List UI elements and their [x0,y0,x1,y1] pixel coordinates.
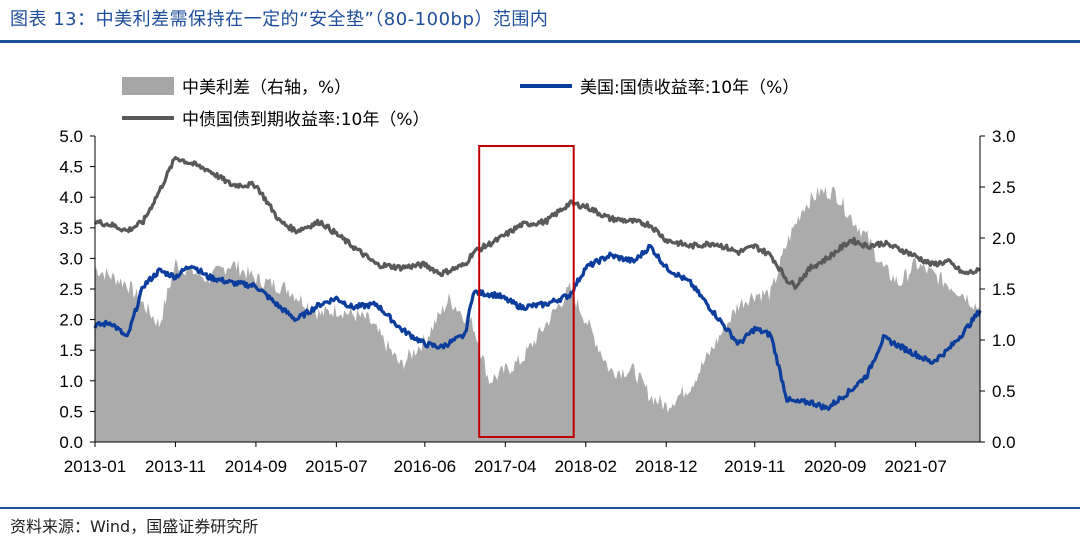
legend-item-cn-label: 中债国债到期收益率:10年（%） [182,110,430,130]
y-right-tick-label: 2.0 [992,229,1016,248]
y-right-tick-label: 3.0 [992,127,1016,146]
lines-group [93,156,982,411]
x-tick-label: 2018-02 [555,457,617,476]
y-right-tick-label: 0.0 [992,433,1016,452]
y-left-tick-label: 1.0 [59,372,83,391]
x-tick-label: 2016-06 [394,457,456,476]
highlight-box [478,145,575,438]
y-left-tick-label: 4.5 [59,158,83,177]
chart-title: 图表 13：中美利差需保持在一定的“安全垫”（80-100bp）范围内 [10,9,549,30]
x-tick-label: 2018-12 [635,457,697,476]
legend-item-spread-swatch [122,77,174,95]
x-tick-label: 2020-09 [804,457,866,476]
spread-area-group [95,186,980,442]
x-tick-label: 2017-04 [474,457,536,476]
y-left-tick-label: 3.0 [59,249,83,268]
y-left-tick-label: 4.0 [59,188,83,207]
y-left-tick-label: 3.5 [59,219,83,238]
spread-area [95,186,980,442]
title-rule [0,40,1080,43]
y-right-tick-label: 0.5 [992,382,1016,401]
us-10y-line [93,244,982,411]
legend-item-spread-label: 中美利差（右轴，%） [182,78,351,98]
y-left-tick-label: 2.0 [59,311,83,330]
y-right-tick-label: 2.5 [992,178,1016,197]
legend: 中美利差（右轴，%） 美国:国债收益率:10年（%） 中债国债到期收益率:10年（%… [122,77,799,130]
axes-group: 0.0 0.5 1.0 1.5 2.0 2.5 3.0 3.5 4.0 4.5 5.0 0.0 0.5 1… [59,127,1015,476]
legend-item-us-label: 美国:国债收益率:10年（%） [580,78,799,98]
y-left-tick-label: 2.5 [59,280,83,299]
cn-10y-line [94,156,982,290]
y-left-tick-label: 1.5 [59,341,83,360]
y-right-tick-label: 1.5 [992,280,1016,299]
y-left-tick-label: 5.0 [59,127,83,146]
x-tick-label: 2019-11 [724,457,785,476]
x-tick-label: 2015-07 [305,457,367,476]
x-tick-label: 2014-09 [225,457,287,476]
x-tick-label: 2021-07 [884,457,946,476]
source-rule [0,507,1080,509]
x-tick-label: 2013-01 [64,457,126,476]
source-note: 资料来源：Wind，国盛证券研究所 [10,517,259,536]
y-left-tick-label: 0.0 [59,433,83,452]
y-left-tick-label: 0.5 [59,402,83,421]
x-tick-label: 2013-11 [145,457,206,476]
y-right-tick-label: 1.0 [992,331,1016,350]
